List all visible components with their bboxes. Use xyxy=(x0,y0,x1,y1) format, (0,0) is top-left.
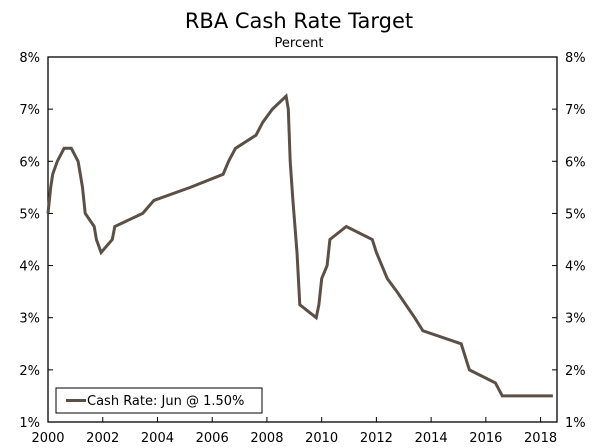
x-tick-label: 2018 xyxy=(524,431,557,446)
y-axis-left: 1% 2% 3% 4% 5% 6% 7% 8% xyxy=(19,51,53,431)
y-tick-label-right: 7% xyxy=(565,103,586,118)
y-tick-label-right: 2% xyxy=(565,364,586,379)
x-tick-label: 2016 xyxy=(469,431,502,446)
chart-title: RBA Cash Rate Target xyxy=(185,9,413,33)
y-tick-label-right: 4% xyxy=(565,260,586,275)
y-axis-right: 1% 2% 3% 4% 5% 6% 7% 8% xyxy=(552,51,586,431)
cash-rate-series-line xyxy=(46,93,553,398)
chart-subtitle: Percent xyxy=(275,36,324,51)
x-tick-label: 2002 xyxy=(86,431,119,446)
x-axis: 2000 2002 2004 2006 2008 2010 2012 2014 2016 2018 xyxy=(31,417,557,446)
y-tick-label-left: 5% xyxy=(19,207,40,222)
y-tick-label-right: 1% xyxy=(565,416,586,431)
y-tick-label-right: 3% xyxy=(565,312,586,327)
y-tick-label-left: 7% xyxy=(19,103,40,118)
x-tick-label: 2000 xyxy=(31,431,64,446)
y-tick-label-left: 3% xyxy=(19,312,40,327)
y-tick-label-left: 4% xyxy=(19,260,40,275)
y-tick-label-right: 6% xyxy=(565,155,586,170)
legend: Cash Rate: Jun @ 1.50% xyxy=(55,387,263,414)
legend-label: Cash Rate: Jun @ 1.50% xyxy=(87,394,244,409)
plot-frame xyxy=(47,56,558,423)
x-tick-label: 2008 xyxy=(250,431,283,446)
x-tick-label: 2006 xyxy=(196,431,229,446)
x-tick-label: 2012 xyxy=(360,431,393,446)
y-tick-label-left: 1% xyxy=(19,416,40,431)
x-tick-label: 2010 xyxy=(305,431,338,446)
x-tick-label: 2004 xyxy=(141,431,174,446)
x-tick-label: 2014 xyxy=(415,431,448,446)
y-tick-label-right: 8% xyxy=(565,51,586,66)
y-tick-label-left: 6% xyxy=(19,155,40,170)
legend-box xyxy=(55,387,263,414)
y-tick-label-left: 2% xyxy=(19,364,40,379)
y-tick-label-left: 8% xyxy=(19,51,40,66)
y-tick-label-right: 5% xyxy=(565,207,586,222)
